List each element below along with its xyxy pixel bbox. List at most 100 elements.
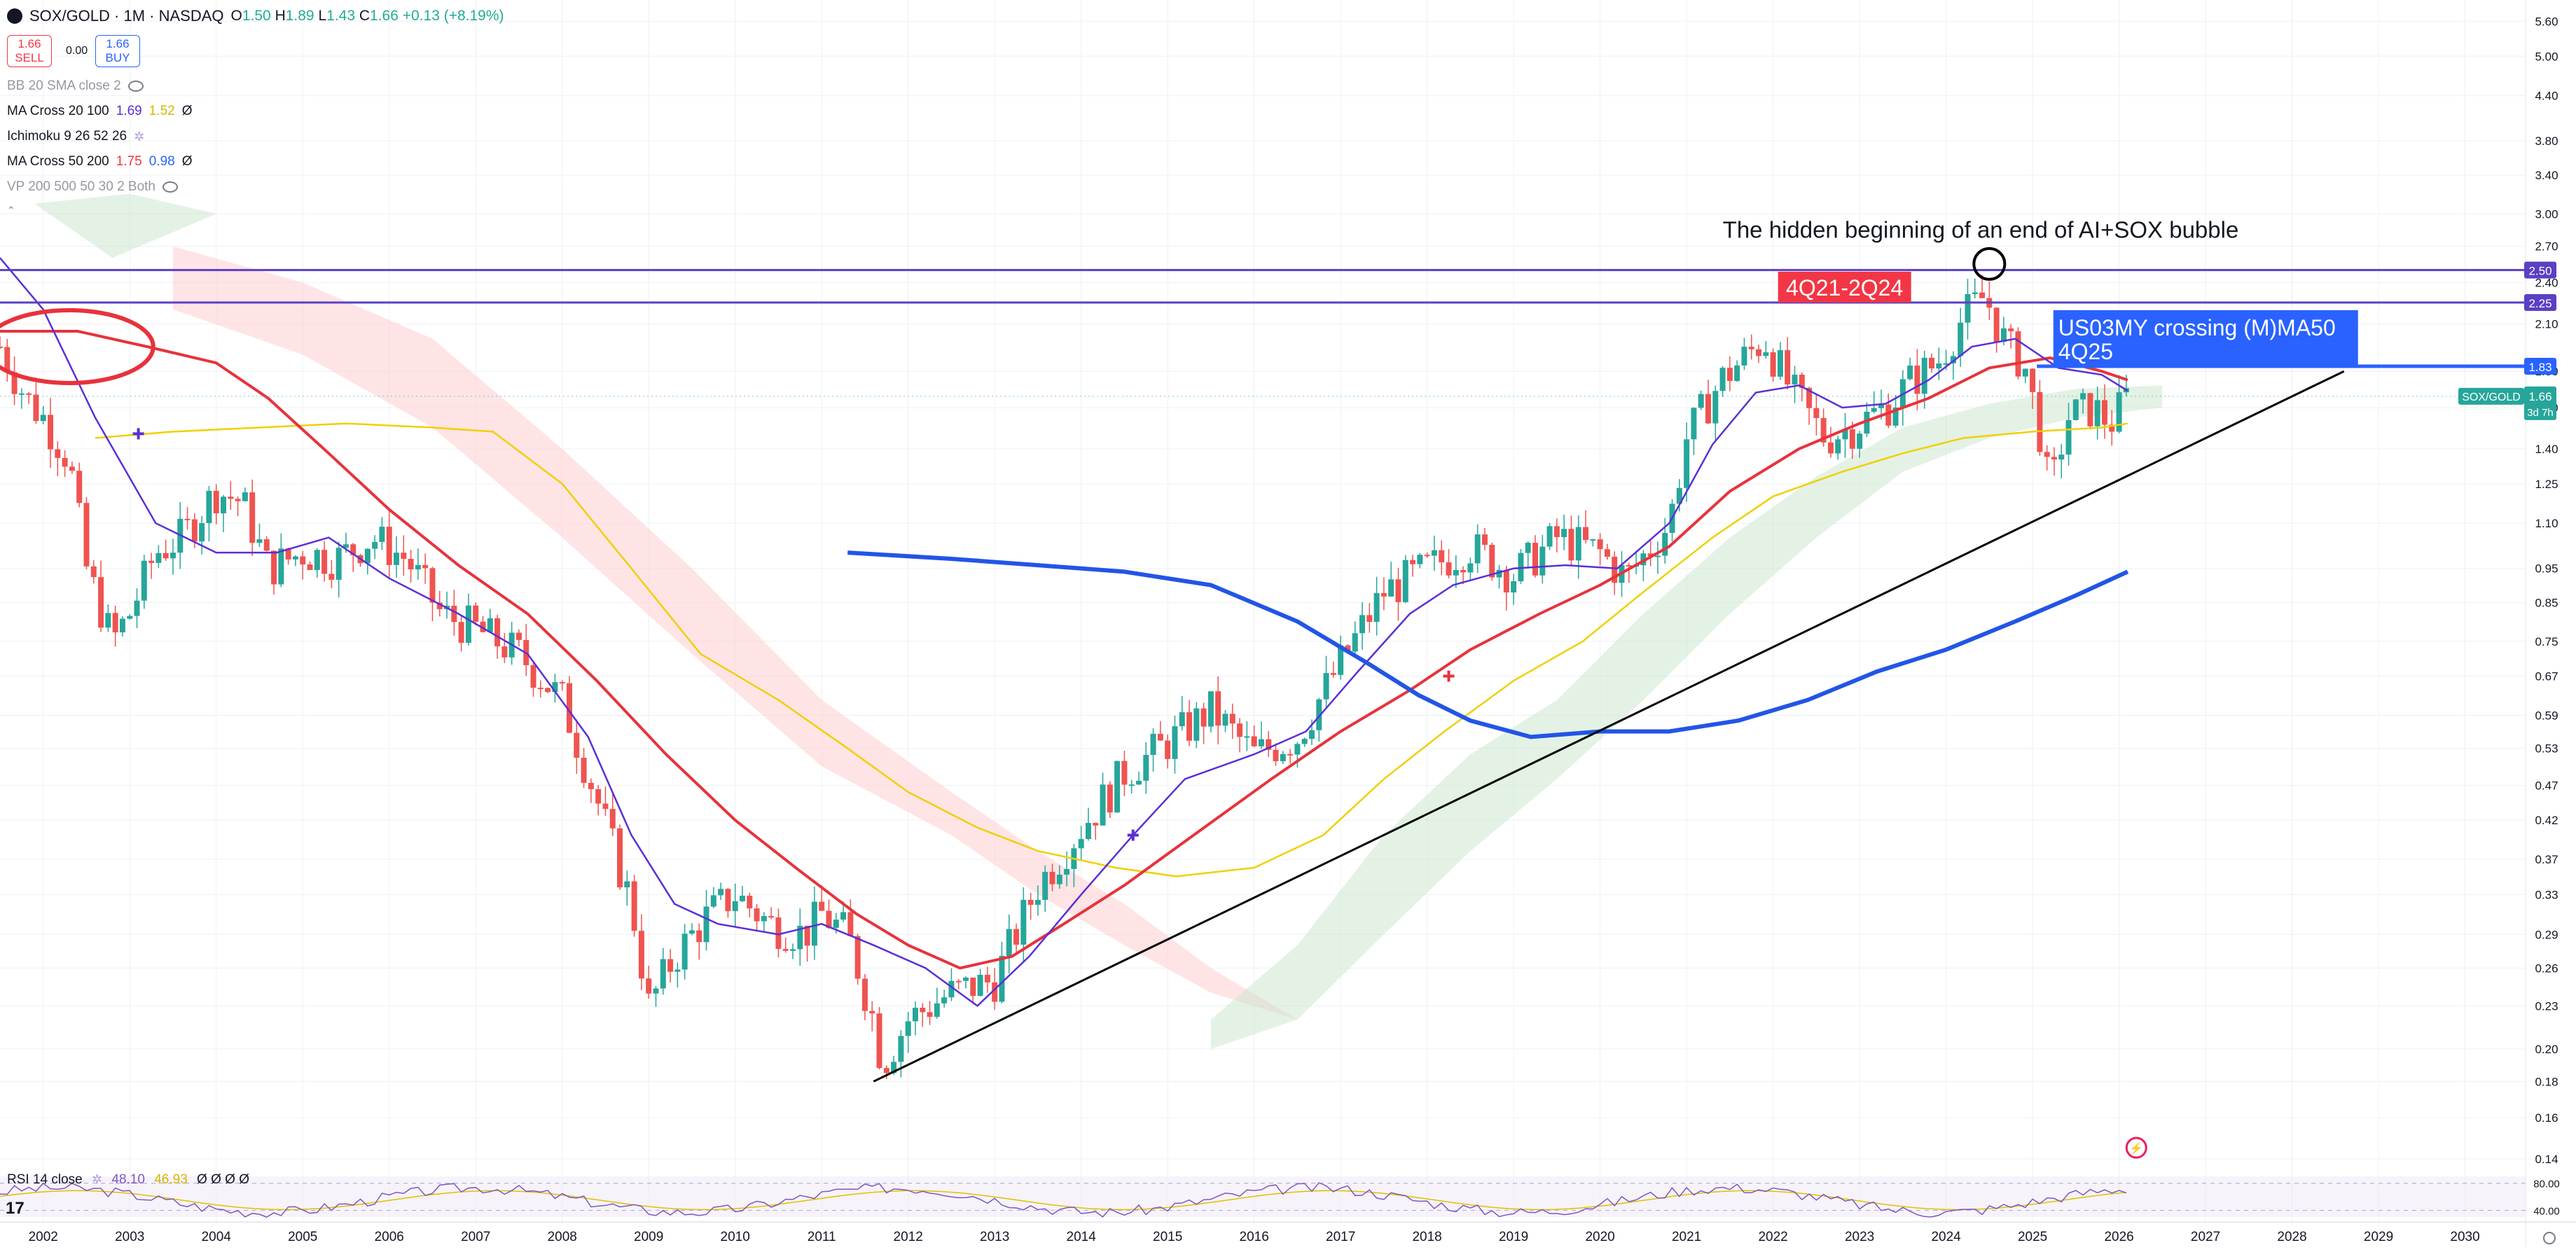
candle-body [898, 1036, 904, 1062]
candle-body [1330, 673, 1336, 675]
candle [523, 623, 529, 676]
hidden-eye-icon[interactable] [162, 181, 178, 193]
candle [1244, 721, 1250, 751]
candle-body [747, 896, 753, 909]
candle [768, 907, 775, 919]
ichimoku-cloud-bull [34, 193, 216, 258]
indicator-ma-cross-50-200[interactable]: MA Cross 50 200 1.75 0.98 Ø [7, 154, 193, 169]
indicator-ma-cross-20-100[interactable]: MA Cross 20 100 1.69 1.52 Ø [7, 104, 193, 118]
collapse-legend-icon[interactable]: ⌃ [7, 204, 15, 216]
hidden-eye-icon[interactable] [127, 81, 144, 92]
candle [703, 889, 709, 951]
candle-body [1114, 761, 1121, 813]
x-tick-label: 2006 [375, 1230, 404, 1244]
candle-body [169, 553, 176, 559]
candle [1172, 715, 1178, 774]
candle-body [1352, 633, 1358, 652]
candle-body [617, 828, 623, 888]
candle [1388, 562, 1394, 597]
candle [155, 545, 162, 568]
candle [501, 632, 508, 663]
candle [1258, 721, 1264, 749]
candle [1323, 655, 1329, 707]
candle [249, 479, 256, 557]
candle [1446, 549, 1452, 578]
sell-button[interactable]: 1.66 SELL [7, 35, 52, 67]
y-tick-label: 0.42 [2535, 814, 2558, 827]
candle [1135, 771, 1142, 786]
candle-body [2116, 392, 2122, 432]
candle [970, 978, 976, 1005]
candle-body [761, 916, 767, 922]
indicator-bb[interactable]: BB 20 SMA close 2 [7, 78, 144, 94]
symbol-row[interactable]: SOX/GOLD · 1M · NASDAQ O1.50 H1.89 L1.43… [7, 7, 504, 25]
candle [1165, 734, 1171, 769]
candle [300, 550, 306, 580]
candle-body [1965, 294, 1971, 323]
candle-body [4, 347, 11, 373]
settings-gear-icon[interactable]: ✲ [134, 129, 145, 144]
rsi-level-label: 40.00 [2533, 1205, 2560, 1217]
candle-body [602, 803, 609, 810]
candle [602, 786, 609, 817]
settings-gear-icon[interactable]: ✲ [92, 1172, 103, 1186]
candle [1027, 892, 1034, 920]
candle [11, 356, 18, 405]
candle-body [1453, 570, 1459, 576]
candle [653, 986, 659, 1007]
candle [1093, 822, 1099, 840]
x-tick-label: 2017 [1326, 1230, 1355, 1244]
candle [1612, 551, 1618, 595]
candle-body [1027, 900, 1034, 905]
candle [861, 973, 868, 1020]
candle-body [2094, 400, 2100, 426]
candle-body [314, 550, 320, 570]
candle [1085, 807, 1091, 841]
candle [480, 616, 486, 633]
candle [1380, 577, 1387, 611]
candle [1453, 555, 1459, 588]
candle [2008, 324, 2014, 349]
candle [537, 680, 543, 698]
candle [1712, 385, 1719, 442]
candle [1785, 337, 1791, 390]
last-price-label: 1.66 [2528, 390, 2551, 403]
y-tick-label: 0.33 [2535, 888, 2558, 901]
rsi-line [0, 1182, 2127, 1218]
candle [307, 561, 313, 570]
candle-body [790, 949, 796, 951]
candle-body [1439, 550, 1445, 563]
candle-body [487, 618, 493, 632]
y-tick-label: 0.95 [2535, 562, 2558, 576]
candle-body [321, 550, 328, 574]
rsi-legend[interactable]: RSI 14 close ✲ 48.10 46.93 Ø Ø Ø Ø [7, 1172, 249, 1187]
candle [119, 616, 125, 637]
candle [199, 515, 205, 555]
indicator-ichimoku[interactable]: Ichimoku 9 26 52 26 ✲ [7, 129, 145, 144]
y-tick-label: 1.40 [2535, 443, 2558, 456]
candle [401, 535, 407, 576]
indicator-vp[interactable]: VP 200 500 50 30 2 Both [7, 179, 178, 195]
candle [69, 461, 75, 474]
candle [1914, 349, 1920, 411]
candle [826, 899, 832, 929]
candle [1200, 702, 1207, 744]
candle-body [2015, 331, 2021, 377]
buy-button[interactable]: 1.66 BUY [95, 35, 140, 67]
candle-body [1049, 871, 1055, 884]
candle-body [1446, 562, 1452, 576]
candle-body [1849, 429, 1855, 449]
ohlc-values: O1.50 H1.89 L1.43 C1.66 +0.13 (+8.19%) [230, 8, 504, 24]
candle [1280, 751, 1286, 764]
y-tick-label: 3.40 [2535, 169, 2558, 182]
candle-body [1741, 347, 1747, 366]
last-price-tag [2524, 386, 2556, 420]
candle-body [1366, 615, 1373, 623]
x-tick-label: 2027 [2191, 1230, 2220, 1244]
candle [1273, 743, 1279, 766]
candle-body [1467, 563, 1474, 573]
candle-body [1626, 565, 1632, 567]
candle-body [83, 503, 90, 567]
